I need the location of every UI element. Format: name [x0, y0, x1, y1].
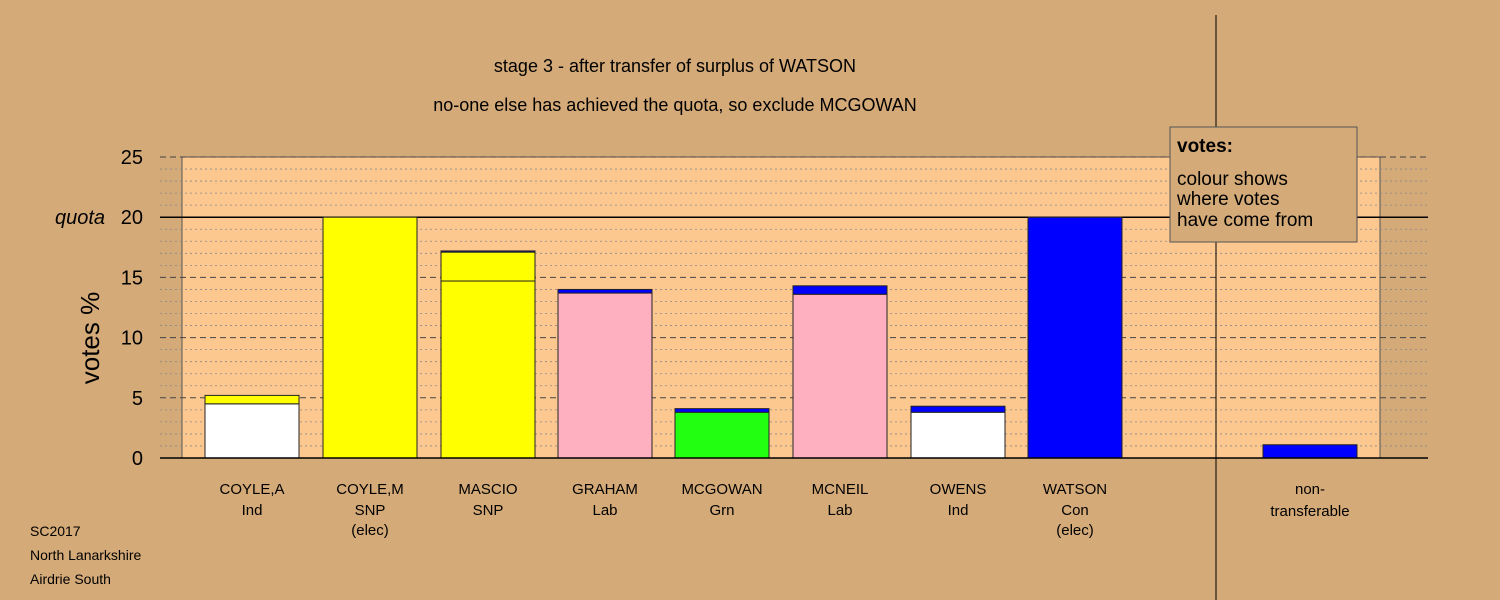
x-tick-label: COYLE,A	[219, 481, 284, 498]
chart-subtitle: no-one else has achieved the quota, so e…	[433, 95, 917, 115]
quota-label: quota	[55, 207, 105, 229]
x-tick-party: Ind	[242, 502, 263, 519]
y-tick-label: 5	[132, 388, 143, 410]
legend-heading: votes:	[1177, 136, 1233, 157]
nontransferable-bar	[1262, 444, 1358, 459]
footer: SC2017 North Lanarkshire Airdrie South	[30, 523, 141, 587]
footer-line: North Lanarkshire	[30, 547, 141, 563]
bar-segment	[674, 408, 770, 413]
x-tick-label: MCNEIL	[812, 481, 869, 498]
x-tick-party: SNP	[355, 502, 386, 519]
bar-segment	[322, 216, 418, 459]
bar-segment	[1027, 216, 1123, 459]
x-tick-note: (elec)	[1056, 522, 1094, 539]
bar-segment	[204, 403, 300, 459]
bar-segment	[792, 293, 888, 459]
bar-segment	[557, 288, 653, 294]
nontransferable-label: non-	[1295, 481, 1325, 498]
x-tick-party: Con	[1061, 502, 1089, 519]
chart-title: stage 3 - after transfer of surplus of W…	[494, 56, 856, 76]
x-tick-party: Lab	[827, 502, 852, 519]
bar-segment	[204, 394, 300, 405]
bar-segment	[440, 251, 536, 282]
legend: votes: colour shows where votes have com…	[1169, 126, 1358, 243]
bar-segment	[792, 285, 888, 295]
y-axis-label: votes %	[75, 292, 105, 385]
x-tick-party: Grn	[709, 502, 734, 519]
x-tick-label: COYLE,M	[336, 481, 404, 498]
legend-box	[1169, 126, 1358, 243]
x-tick-party: Lab	[592, 502, 617, 519]
x-tick-note: (elec)	[351, 522, 389, 539]
y-tick-label: 15	[121, 267, 143, 289]
legend-line: colour shows	[1177, 169, 1288, 190]
y-tick-label: 10	[121, 328, 143, 350]
bar-segment	[440, 250, 536, 253]
x-tick-party: SNP	[473, 502, 504, 519]
bar-segment	[674, 411, 770, 459]
bar-segment	[557, 292, 653, 459]
legend-line: where votes	[1176, 189, 1279, 210]
y-tick-label: 0	[132, 448, 143, 470]
bar-segment	[440, 280, 536, 459]
footer-line: Airdrie South	[30, 571, 111, 587]
bar-segment	[910, 405, 1006, 413]
x-tick-label: GRAHAM	[572, 481, 638, 498]
x-tick-label: MCGOWAN	[681, 481, 762, 498]
legend-line: have come from	[1177, 210, 1313, 231]
x-tick-label: OWENS	[930, 481, 987, 498]
nontransferable-label: transferable	[1270, 503, 1349, 520]
x-tick-party: Ind	[948, 502, 969, 519]
x-tick-label: MASCIO	[458, 481, 517, 498]
y-tick-label: 20	[121, 207, 143, 229]
bar-segment	[910, 411, 1006, 459]
x-tick-label: WATSON	[1043, 481, 1107, 498]
y-tick-label: 25	[121, 147, 143, 169]
footer-line: SC2017	[30, 523, 81, 539]
